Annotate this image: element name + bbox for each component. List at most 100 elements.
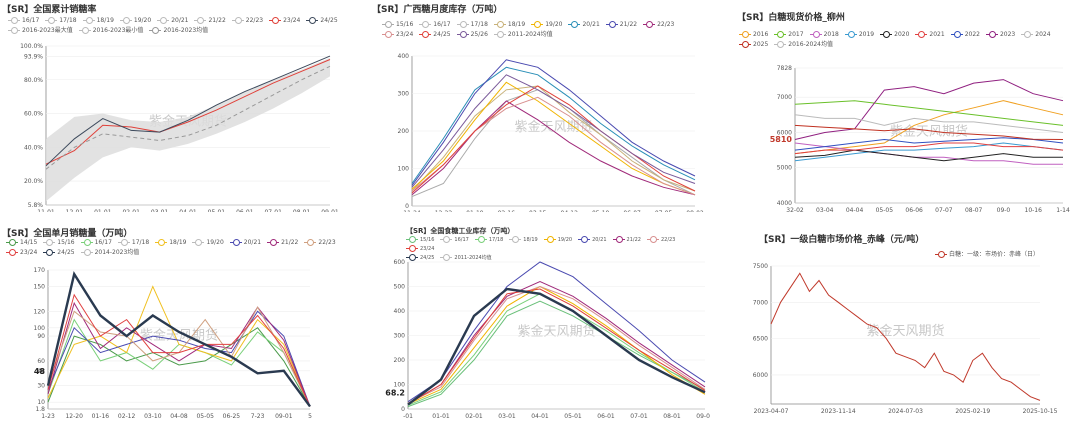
legend-item[interactable]: 22/23 <box>231 16 263 26</box>
legend-label: 18/19 <box>523 237 538 243</box>
series-line[interactable] <box>794 79 1064 140</box>
legend-item[interactable]: 23/24 <box>406 245 434 254</box>
series-line[interactable] <box>45 65 331 170</box>
legend-item[interactable]: 23/24 <box>269 16 300 26</box>
legend-item[interactable]: 20/21 <box>157 16 188 26</box>
legend-item[interactable]: 20/21 <box>568 20 600 30</box>
series-line[interactable] <box>47 285 311 407</box>
series-line[interactable] <box>47 306 311 407</box>
series-line[interactable] <box>407 285 706 405</box>
series-line[interactable] <box>794 149 1063 162</box>
series-line[interactable] <box>45 55 331 167</box>
legend-item[interactable]: 17/18 <box>117 238 149 248</box>
legend-item[interactable]: 15/16 <box>382 20 413 30</box>
series-line[interactable] <box>47 301 311 407</box>
legend-item[interactable]: 2016-2024均值 <box>774 40 833 50</box>
series-line[interactable] <box>47 310 311 407</box>
legend-item[interactable]: 14/15 <box>6 238 37 248</box>
legend-item[interactable]: 24/25 <box>419 30 451 40</box>
series-line[interactable] <box>770 272 1041 401</box>
series-line[interactable] <box>407 281 706 405</box>
series-line[interactable] <box>794 100 1064 126</box>
legend-item[interactable]: 21/22 <box>612 236 641 245</box>
legend-item[interactable]: 15/16 <box>406 236 434 245</box>
legend-item[interactable]: 2018 <box>809 30 839 40</box>
legend-item[interactable]: 2016-2023均值 <box>149 26 208 36</box>
legend-item[interactable]: 24/25 <box>406 254 434 263</box>
legend-item[interactable]: 2023 <box>985 30 1015 40</box>
legend-item[interactable]: 25/26 <box>456 30 488 40</box>
legend-item[interactable]: 19/20 <box>531 20 562 30</box>
legend-item[interactable]: 2016-2023最小值 <box>78 26 143 36</box>
series-line[interactable] <box>794 142 1063 165</box>
legend-item[interactable]: 22/23 <box>304 238 336 248</box>
legend-item[interactable]: 16/17 <box>419 20 451 30</box>
legend-item[interactable]: 21/22 <box>605 20 637 30</box>
series-line[interactable] <box>794 142 1064 162</box>
legend-item[interactable]: 16/17 <box>80 238 112 248</box>
legend-item[interactable]: 22/23 <box>646 236 675 245</box>
x-tick-label: 2024-07-03 <box>888 408 923 415</box>
legend-item[interactable]: 18/19 <box>509 236 538 245</box>
legend-item[interactable]: 21/22 <box>267 238 298 248</box>
series-line[interactable] <box>794 137 1064 151</box>
legend-item[interactable]: 2017 <box>774 30 804 40</box>
legend-item[interactable]: 18/19 <box>493 20 525 30</box>
legend-item[interactable]: 18/19 <box>155 238 186 248</box>
legend-item[interactable]: 24/25 <box>306 16 338 26</box>
series-line[interactable] <box>794 124 1064 140</box>
legend-item[interactable]: 23/24 <box>382 30 413 40</box>
y-tick-label: 40.0% <box>24 144 43 151</box>
series-line[interactable] <box>411 66 696 184</box>
chart-legend: 14/15 15/16 16/17 17/18 18/19 19/20 20/21 21/22… <box>6 238 346 258</box>
legend-item[interactable]: 2014-2023均值 <box>80 248 140 258</box>
legend-item[interactable]: 23/24 <box>6 248 37 258</box>
legend-item[interactable]: 2025 <box>739 40 768 50</box>
legend-item[interactable]: 19/20 <box>192 238 224 248</box>
series-line[interactable] <box>47 293 311 407</box>
legend-item[interactable]: 17/18 <box>474 236 503 245</box>
series-line[interactable] <box>411 59 696 186</box>
legend-item[interactable]: 2016 <box>739 30 768 40</box>
series-line[interactable] <box>411 74 696 188</box>
legend-item[interactable]: 17/18 <box>45 16 77 26</box>
series-line[interactable] <box>794 142 1064 155</box>
x-tick-label: 32-02 <box>786 207 804 212</box>
series-line[interactable] <box>411 100 696 196</box>
chart-legend: 白糖：一级：市场价：赤峰（日） <box>935 250 1075 260</box>
series-line[interactable] <box>407 287 706 406</box>
series-line[interactable] <box>407 288 706 405</box>
series-line[interactable] <box>46 271 311 408</box>
series-line[interactable] <box>407 285 706 404</box>
legend-item[interactable]: 20/21 <box>229 238 261 248</box>
legend-item[interactable]: 19/20 <box>119 16 151 26</box>
legend-item[interactable]: 2022 <box>950 30 980 40</box>
legend-item[interactable]: 2016-2023最大值 <box>8 26 73 36</box>
legend-item[interactable]: 2020 <box>880 30 909 40</box>
series-line[interactable] <box>411 85 696 194</box>
series-line[interactable] <box>411 81 696 196</box>
legend-item[interactable]: 2024 <box>1021 30 1051 40</box>
series-line[interactable] <box>45 59 331 165</box>
legend-item[interactable]: 2011-2024均值 <box>440 254 492 263</box>
series-line[interactable] <box>794 114 1064 133</box>
legend-item[interactable]: 18/19 <box>82 16 114 26</box>
series-line[interactable] <box>411 85 696 192</box>
legend-item[interactable]: 白糖：一级：市场价：赤峰（日） <box>935 250 1039 260</box>
legend-label: 2014-2023均值 <box>94 249 140 256</box>
legend-item[interactable]: 20/21 <box>578 236 607 245</box>
series-line[interactable] <box>407 261 706 403</box>
legend-item[interactable]: 2019 <box>844 30 874 40</box>
legend-item[interactable]: 2021 <box>915 30 945 40</box>
legend-item[interactable]: 16/17 <box>8 16 39 26</box>
legend-item[interactable]: 21/22 <box>194 16 226 26</box>
legend-item[interactable]: 17/18 <box>456 20 488 30</box>
legend-item[interactable]: 2011-2024均值 <box>493 30 553 40</box>
legend-item[interactable]: 24/25 <box>43 248 75 258</box>
legend-item[interactable]: 15/16 <box>43 238 75 248</box>
legend-item[interactable]: 16/17 <box>440 236 469 245</box>
y-tick-label: 5000 <box>777 165 792 172</box>
series-line[interactable] <box>407 300 706 408</box>
legend-item[interactable]: 19/20 <box>543 236 572 245</box>
legend-item[interactable]: 22/23 <box>643 20 674 30</box>
